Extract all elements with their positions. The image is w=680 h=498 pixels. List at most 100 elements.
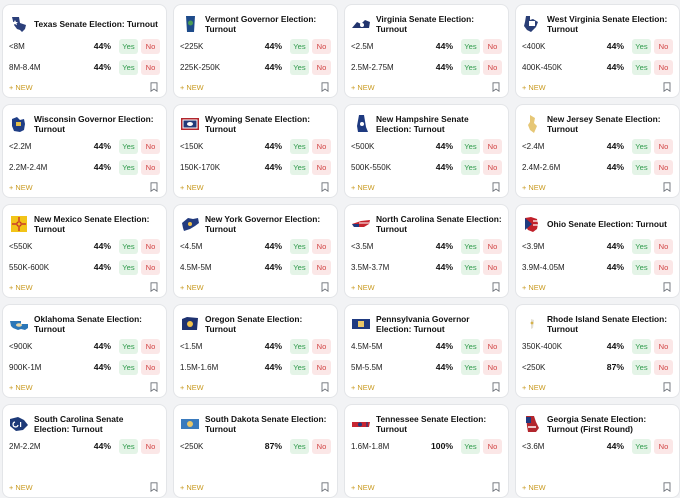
bookmark-icon[interactable] [663,182,671,192]
bookmark-icon[interactable] [492,482,500,492]
buy-yes-button[interactable]: Yes [290,138,309,154]
bookmark-icon[interactable] [492,282,500,292]
buy-yes-button[interactable]: Yes [632,359,651,375]
market-title[interactable]: Tennessee Senate Election: Turnout [376,413,487,435]
bookmark-icon[interactable] [150,182,158,192]
market-title[interactable]: New Jersey Senate Election: Turnout [547,113,661,135]
market-title[interactable]: Wyoming Senate Election: Turnout [205,113,311,135]
buy-yes-button[interactable]: Yes [461,138,480,154]
buy-yes-button[interactable]: Yes [119,438,138,454]
market-card[interactable]: Georgia Senate Election: Turnout (First … [515,404,680,498]
market-card[interactable]: New Mexico Senate Election: Turnout <550… [2,204,167,298]
market-card[interactable]: Ohio Senate Election: Turnout <3.9M 44% … [515,204,680,298]
buy-no-button[interactable]: No [654,359,673,375]
buy-no-button[interactable]: No [654,438,673,454]
buy-no-button[interactable]: No [483,238,502,254]
buy-yes-button[interactable]: Yes [461,159,480,175]
buy-yes-button[interactable]: Yes [119,238,138,254]
buy-yes-button[interactable]: Yes [290,159,309,175]
buy-no-button[interactable]: No [483,159,502,175]
buy-yes-button[interactable]: Yes [632,438,651,454]
market-card[interactable]: West Virginia Senate Election: Turnout <… [515,4,680,98]
market-title[interactable]: Georgia Senate Election: Turnout (First … [547,413,647,435]
buy-no-button[interactable]: No [483,338,502,354]
buy-yes-button[interactable]: Yes [461,338,480,354]
buy-no-button[interactable]: No [483,138,502,154]
buy-yes-button[interactable]: Yes [290,438,309,454]
market-card[interactable]: New Jersey Senate Election: Turnout <2.4… [515,104,680,198]
buy-no-button[interactable]: No [483,259,502,275]
buy-yes-button[interactable]: Yes [632,159,651,175]
bookmark-icon[interactable] [663,82,671,92]
buy-yes-button[interactable]: Yes [461,259,480,275]
buy-no-button[interactable]: No [312,238,331,254]
buy-no-button[interactable]: No [654,138,673,154]
buy-no-button[interactable]: No [141,259,160,275]
market-title[interactable]: Vermont Governor Election: Turnout [205,13,317,35]
market-title[interactable]: South Dakota Senate Election: Turnout [205,413,327,435]
buy-no-button[interactable]: No [141,338,160,354]
market-card[interactable]: Texas Senate Election: Turnout <8M 44% Y… [2,4,167,98]
buy-no-button[interactable]: No [654,238,673,254]
buy-no-button[interactable]: No [141,238,160,254]
buy-yes-button[interactable]: Yes [632,138,651,154]
market-card[interactable]: South Dakota Senate Election: Turnout <2… [173,404,338,498]
market-card[interactable]: Rhode Island Senate Election: Turnout 35… [515,304,680,398]
buy-yes-button[interactable]: Yes [461,238,480,254]
buy-no-button[interactable]: No [654,38,673,54]
buy-yes-button[interactable]: Yes [632,59,651,75]
bookmark-icon[interactable] [321,82,329,92]
buy-no-button[interactable]: No [483,38,502,54]
market-title[interactable]: Ohio Senate Election: Turnout [547,218,667,229]
bookmark-icon[interactable] [150,482,158,492]
buy-no-button[interactable]: No [141,38,160,54]
bookmark-icon[interactable] [321,482,329,492]
market-title[interactable]: Texas Senate Election: Turnout [34,18,158,29]
bookmark-icon[interactable] [492,182,500,192]
buy-yes-button[interactable]: Yes [461,438,480,454]
buy-yes-button[interactable]: Yes [119,138,138,154]
buy-yes-button[interactable]: Yes [461,38,480,54]
buy-yes-button[interactable]: Yes [119,259,138,275]
buy-no-button[interactable]: No [654,59,673,75]
buy-yes-button[interactable]: Yes [119,159,138,175]
market-title[interactable]: New York Governor Election: Turnout [205,213,321,235]
buy-yes-button[interactable]: Yes [119,338,138,354]
market-title[interactable]: Oklahoma Senate Election: Turnout [34,313,142,335]
market-card[interactable]: Vermont Governor Election: Turnout <225K… [173,4,338,98]
buy-yes-button[interactable]: Yes [119,359,138,375]
buy-yes-button[interactable]: Yes [632,238,651,254]
buy-no-button[interactable]: No [312,359,331,375]
buy-no-button[interactable]: No [312,138,331,154]
buy-no-button[interactable]: No [141,359,160,375]
market-title[interactable]: Oregon Senate Election: Turnout [205,313,303,335]
buy-no-button[interactable]: No [141,438,160,454]
buy-yes-button[interactable]: Yes [632,259,651,275]
market-card[interactable]: North Carolina Senate Election: Turnout … [344,204,509,298]
buy-no-button[interactable]: No [312,38,331,54]
bookmark-icon[interactable] [150,282,158,292]
buy-no-button[interactable]: No [141,159,160,175]
buy-no-button[interactable]: No [141,59,160,75]
market-title[interactable]: Wisconsin Governor Election: Turnout [34,113,154,135]
buy-yes-button[interactable]: Yes [632,38,651,54]
buy-yes-button[interactable]: Yes [119,38,138,54]
bookmark-icon[interactable] [150,382,158,392]
buy-yes-button[interactable]: Yes [290,259,309,275]
buy-no-button[interactable]: No [312,438,331,454]
buy-yes-button[interactable]: Yes [290,238,309,254]
buy-yes-button[interactable]: Yes [119,59,138,75]
buy-yes-button[interactable]: Yes [461,359,480,375]
market-card[interactable]: Tennessee Senate Election: Turnout 1.6M-… [344,404,509,498]
market-title[interactable]: North Carolina Senate Election: Turnout [376,213,502,235]
market-title[interactable]: New Hampshire Senate Election: Turnout [376,113,469,135]
market-title[interactable]: Virginia Senate Election: Turnout [376,13,475,35]
buy-yes-button[interactable]: Yes [290,59,309,75]
buy-yes-button[interactable]: Yes [290,359,309,375]
market-title[interactable]: Pennsylvania Governor Election: Turnout [376,313,470,335]
market-card[interactable]: Oklahoma Senate Election: Turnout <900K … [2,304,167,398]
buy-no-button[interactable]: No [312,59,331,75]
buy-no-button[interactable]: No [654,338,673,354]
bookmark-icon[interactable] [321,182,329,192]
market-card[interactable]: New Hampshire Senate Election: Turnout <… [344,104,509,198]
